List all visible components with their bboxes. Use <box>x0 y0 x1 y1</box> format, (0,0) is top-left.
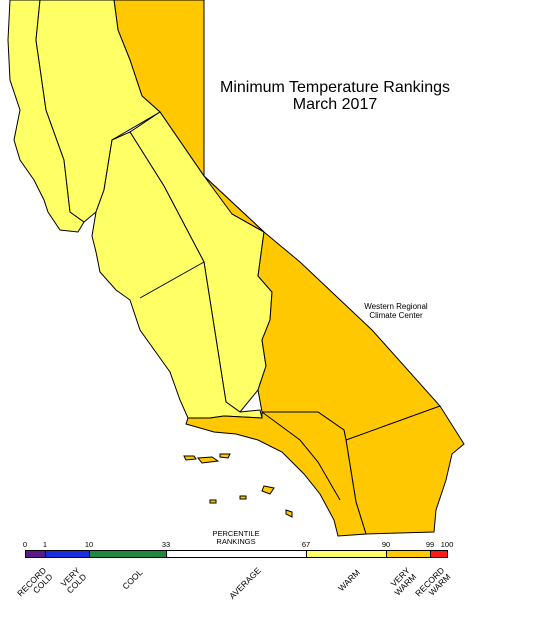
division-line <box>261 411 341 501</box>
legend-swatch-very-warm <box>386 550 431 558</box>
tick-label: 33 <box>161 540 171 549</box>
map-title: Minimum Temperature Rankings <box>219 79 450 96</box>
category-line: COOL <box>120 567 145 592</box>
legend-swatch-warm <box>306 550 387 558</box>
tick-label: 0 <box>22 540 28 549</box>
tick-label: 1 <box>42 540 48 549</box>
legend-swatch-record-warm <box>430 550 448 558</box>
map-subtitle: March 2017 <box>292 96 378 113</box>
legend-title-line-2: RANKINGS <box>216 537 256 546</box>
legend-title-line-1: PERCENTILE <box>212 529 260 538</box>
legend-swatch-very-cold <box>45 550 90 558</box>
category-label-cool: COOL <box>120 567 145 592</box>
tick-label: 100 <box>440 540 454 549</box>
division-line <box>231 213 265 233</box>
region-central-coast <box>91 131 263 419</box>
channel-islands <box>183 453 293 518</box>
tick-label: 67 <box>301 540 311 549</box>
tick-label: 99 <box>425 540 435 549</box>
category-line: WARM <box>336 567 363 594</box>
legend-title: PERCENTILE RANKINGS <box>196 530 276 546</box>
category-label-warm: WARM <box>336 567 363 594</box>
category-label-record-warm: RECORD WARM <box>413 565 452 605</box>
tick-label: 90 <box>381 540 391 549</box>
category-label-record-cold: RECORD COLD <box>15 565 55 605</box>
division-line <box>345 405 441 441</box>
category-label-very-cold: VERY COLD <box>59 565 89 595</box>
credit-line-2: Climate Center <box>369 311 423 320</box>
credit-text: Western Regional Climate Center <box>346 302 446 320</box>
legend-swatch-cool <box>89 550 167 558</box>
category-line: AVERAGE <box>226 565 263 601</box>
category-label-average: AVERAGE <box>226 565 263 601</box>
region-south-coast <box>185 411 367 537</box>
credit-line-1: Western Regional <box>364 302 428 311</box>
legend-swatch-record-cold <box>25 550 46 558</box>
division-line <box>139 261 205 299</box>
tick-label: 10 <box>84 540 94 549</box>
legend-swatch-average <box>166 550 307 558</box>
